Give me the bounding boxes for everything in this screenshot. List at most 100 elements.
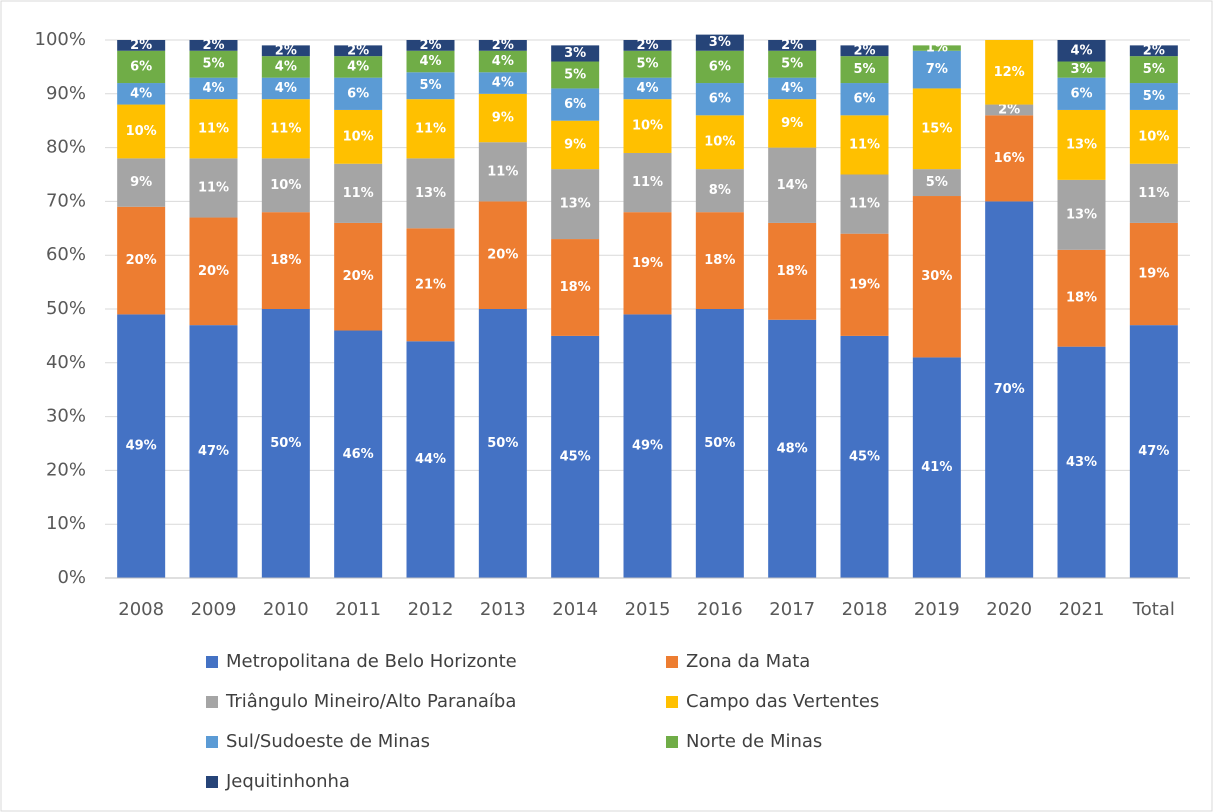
data-label: 5%	[1143, 89, 1165, 104]
data-label: 11%	[198, 180, 229, 195]
data-label: 5%	[636, 57, 658, 72]
x-tick-label: 2009	[191, 599, 237, 620]
bar-segment	[261, 309, 310, 578]
bar-segment	[334, 45, 383, 57]
x-tick-label: 2017	[769, 599, 815, 620]
bar-segment	[334, 56, 383, 78]
bar-segment	[1057, 109, 1106, 180]
y-tick-label: 90%	[46, 83, 86, 104]
data-label: 45%	[849, 449, 880, 464]
data-label: 1%	[926, 41, 948, 56]
bar-segment	[1129, 56, 1178, 84]
bar-segment	[768, 40, 817, 51]
bar-segment	[985, 115, 1034, 202]
data-label: 13%	[560, 197, 591, 212]
data-label: 20%	[126, 253, 157, 268]
data-label: 16%	[994, 151, 1025, 166]
data-label: 50%	[270, 436, 301, 451]
data-label: 4%	[636, 81, 658, 96]
data-label: 41%	[921, 460, 952, 475]
bar-segment	[117, 40, 166, 51]
data-label: 47%	[1138, 444, 1169, 459]
bar-segment	[840, 83, 889, 116]
bar-segment	[695, 34, 744, 51]
legend-label: Jequitinhonha	[225, 771, 350, 792]
data-label: 9%	[781, 116, 803, 131]
data-label: 2%	[347, 43, 369, 58]
legend-label: Triângulo Mineiro/Alto Paranaíba	[225, 691, 516, 712]
bar-segment	[1057, 179, 1106, 250]
data-label: 6%	[1070, 86, 1092, 101]
y-tick-label: 70%	[46, 190, 86, 211]
bar-segment	[623, 77, 672, 100]
data-label: 20%	[198, 264, 229, 279]
data-label: 48%	[777, 441, 808, 456]
bar-segment	[1057, 77, 1106, 110]
legend-swatch	[666, 696, 678, 708]
bar-segment	[840, 56, 889, 84]
data-label: 3%	[564, 46, 586, 61]
bar-segment	[406, 72, 455, 100]
bar-segment	[478, 142, 527, 202]
bar-segment	[695, 83, 744, 116]
data-label: 6%	[130, 59, 152, 74]
legend-swatch	[206, 776, 218, 788]
bar-segment	[189, 325, 238, 578]
data-label: 50%	[487, 436, 518, 451]
data-label: 6%	[709, 92, 731, 107]
data-label: 44%	[415, 452, 446, 467]
legend-label: Metropolitana de Belo Horizonte	[226, 651, 517, 672]
bar-segment	[551, 120, 600, 170]
data-label: 5%	[202, 57, 224, 72]
bar-segment	[768, 147, 817, 223]
legend-label: Norte de Minas	[686, 731, 822, 752]
bar-segment	[912, 50, 961, 89]
bar-segment	[912, 169, 961, 197]
bar-segment	[261, 212, 310, 309]
bar-segment	[189, 158, 238, 218]
data-label: 4%	[275, 59, 297, 74]
data-label: 2%	[1143, 43, 1165, 58]
bar-segment	[1129, 163, 1178, 223]
data-label: 4%	[130, 86, 152, 101]
data-label: 13%	[415, 186, 446, 201]
x-tick-label: Total	[1132, 599, 1175, 620]
bar-segment	[623, 50, 672, 78]
bar-segment	[840, 174, 889, 234]
bar-segment	[551, 45, 600, 62]
data-label: 20%	[343, 269, 374, 284]
data-label: 4%	[1070, 43, 1092, 58]
bar-segment	[623, 99, 672, 153]
bar-segment	[189, 77, 238, 100]
data-label: 5%	[564, 67, 586, 82]
bar-segment	[840, 335, 889, 578]
bar-segment	[117, 206, 166, 315]
bar-segment	[1057, 249, 1106, 347]
x-tick-label: 2014	[552, 599, 598, 620]
bar-segment	[117, 158, 166, 207]
bar-segment	[1129, 325, 1178, 578]
bar-segment	[1057, 346, 1106, 578]
data-label: 2%	[853, 43, 875, 58]
data-label: 5%	[1143, 62, 1165, 77]
legend-swatch	[206, 656, 218, 668]
data-label: 11%	[849, 197, 880, 212]
x-tick-label: 2016	[697, 599, 743, 620]
bar-segment	[551, 88, 600, 121]
bar-segment	[478, 201, 527, 309]
data-label: 45%	[560, 449, 591, 464]
data-label: 11%	[270, 121, 301, 136]
data-label: 13%	[1066, 137, 1097, 152]
bar-segment	[478, 72, 527, 94]
bar-segment	[551, 169, 600, 240]
x-tick-label: 2010	[263, 599, 309, 620]
bar-segment	[189, 217, 238, 326]
data-label: 6%	[564, 97, 586, 112]
bar-segment	[768, 222, 817, 320]
bar-segment	[1057, 40, 1106, 62]
y-tick-label: 80%	[46, 137, 86, 158]
bar-segment	[478, 309, 527, 578]
data-label: 2%	[202, 38, 224, 53]
bar-segment	[406, 40, 455, 51]
